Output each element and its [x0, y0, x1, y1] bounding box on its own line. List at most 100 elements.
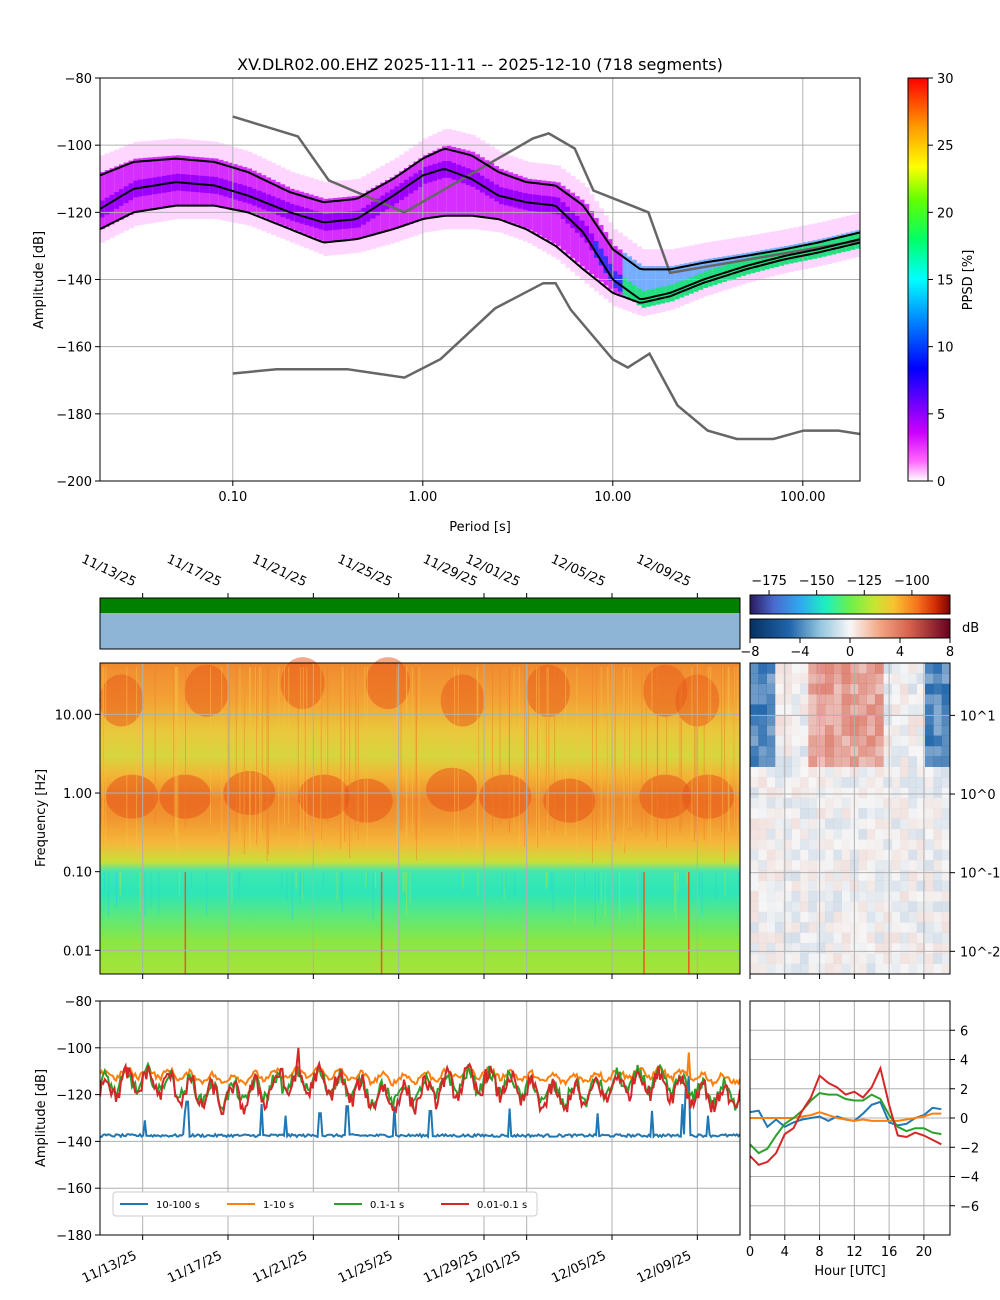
diurnal-cell: [875, 663, 884, 674]
diurnal-cell: [900, 797, 909, 809]
diurnal-cell: [775, 725, 784, 736]
diurnal-cell: [925, 777, 934, 788]
diurnal-cell: [933, 818, 942, 830]
diurnal-cell: [825, 860, 834, 871]
diurnal-cell: [941, 694, 951, 705]
diurnal-cell: [941, 745, 951, 757]
ppsd-percentile-curve: [100, 204, 860, 304]
diurnal-cell: [816, 735, 826, 747]
diurnal-cell: [933, 735, 942, 747]
ppsd-core-cell: [570, 211, 576, 229]
diurnal-cell: [942, 829, 951, 840]
ppsd-core-cell: [404, 179, 410, 197]
top-date-label: 12/09/25: [634, 552, 693, 590]
diurnal-cell: [825, 704, 834, 716]
diurnal-cell: [791, 818, 801, 830]
diurnal-bands-ytick-label: 0: [960, 1112, 968, 1127]
ppsd-band-cell: [617, 249, 623, 295]
diurnal-cell: [775, 756, 784, 767]
diurnal-cell: [775, 901, 784, 912]
ppsd-core-cell: [584, 225, 590, 243]
diurnal-cell: [791, 911, 801, 923]
ppsd-core-cell: [484, 178, 490, 196]
diurnal-cell: [775, 839, 784, 850]
diurnal-cell: [758, 777, 767, 788]
ppsd-band-cell: [423, 155, 429, 220]
diurnal-cell: [767, 901, 776, 912]
diurnal-cell: [808, 870, 817, 881]
diurnal-cell: [767, 777, 776, 788]
diurnal-cell: [800, 901, 809, 913]
diurnal-cell: [883, 901, 892, 913]
diurnal-cell: [916, 766, 926, 778]
diurnal-band-line: [750, 1065, 942, 1166]
diurnal-cell: [800, 942, 809, 954]
diurnal-cell: [833, 859, 842, 871]
diurnal-cell: [825, 963, 834, 975]
diurnal-colorbar-tick-label: 4: [896, 645, 904, 660]
diurnal-cell: [816, 714, 826, 726]
diurnal-cell: [866, 745, 876, 757]
diurnal-cell: [933, 922, 942, 933]
ppsd-band-cell: [641, 266, 647, 303]
diurnal-cell: [825, 663, 834, 674]
diurnal-cell: [750, 797, 759, 809]
diurnal-cell: [791, 963, 801, 975]
diurnal-cell: [900, 942, 909, 954]
diurnal-bands-xtick-label: 8: [815, 1245, 823, 1260]
diurnal-cell: [783, 818, 792, 830]
spectrogram-hotspot: [298, 774, 350, 819]
diurnal-cell: [875, 942, 884, 954]
ppsd-band-cell: [437, 148, 443, 217]
diurnal-cell: [867, 839, 876, 850]
diurnal-cell: [908, 683, 917, 695]
band-timeseries-xtick-label: 12/05/25: [549, 1248, 608, 1286]
top-date-label: 12/05/25: [548, 552, 607, 590]
diurnal-cell: [775, 922, 784, 933]
diurnal-cell: [750, 725, 759, 736]
diurnal-cell: [816, 777, 826, 788]
diurnal-cell: [892, 943, 901, 954]
diurnal-cell: [808, 797, 817, 809]
ppsd-core-cell: [636, 288, 642, 306]
diurnal-cell: [766, 683, 776, 695]
diurnal-cell: [933, 714, 942, 726]
diurnal-cell: [783, 714, 792, 726]
diurnal-cell: [866, 766, 876, 778]
diurnal-cell: [883, 797, 892, 809]
diurnal-cell: [875, 870, 884, 881]
diurnal-cell: [833, 839, 842, 850]
ppsd-band-cell: [651, 266, 657, 301]
diurnal-cell: [758, 818, 767, 830]
ppsd-colorbar-tick-label: 15: [937, 274, 954, 289]
diurnal-cell: [925, 963, 934, 975]
diurnal-cell: [916, 911, 926, 923]
diurnal-cell: [916, 849, 926, 861]
ppsd-core-cell: [408, 176, 414, 194]
diurnal-cell: [792, 736, 801, 747]
diurnal-cell: [892, 891, 901, 902]
diurnal-cell: [858, 839, 867, 850]
diurnal-cell: [758, 839, 767, 850]
diurnal-cell: [791, 932, 801, 944]
diurnal-cell: [800, 912, 809, 923]
ppsd-ytick-label: −100: [56, 139, 92, 154]
spectrogram-hotspot: [479, 774, 532, 819]
ppsd-core-cell: [418, 170, 424, 187]
diurnal-cell: [800, 797, 809, 809]
diurnal-cell: [766, 745, 776, 757]
ppsd-percentile-curve: [100, 168, 860, 301]
diurnal-cell: [875, 818, 884, 830]
diurnal-cell: [891, 745, 901, 757]
diurnal-cell: [758, 756, 767, 767]
diurnal-cell: [775, 932, 784, 944]
diurnal-bands-xtick-label: 0: [746, 1245, 754, 1260]
ppsd-curves: [100, 115, 860, 441]
ppsd-band-cell: [670, 266, 676, 297]
diurnal-cell: [833, 735, 842, 747]
diurnal-cell: [766, 828, 776, 840]
diurnal-cell: [783, 673, 792, 685]
diurnal-cell: [925, 891, 934, 902]
ppsd-ytick-label: −160: [56, 341, 92, 356]
top-date-label: 11/13/25: [79, 552, 138, 590]
